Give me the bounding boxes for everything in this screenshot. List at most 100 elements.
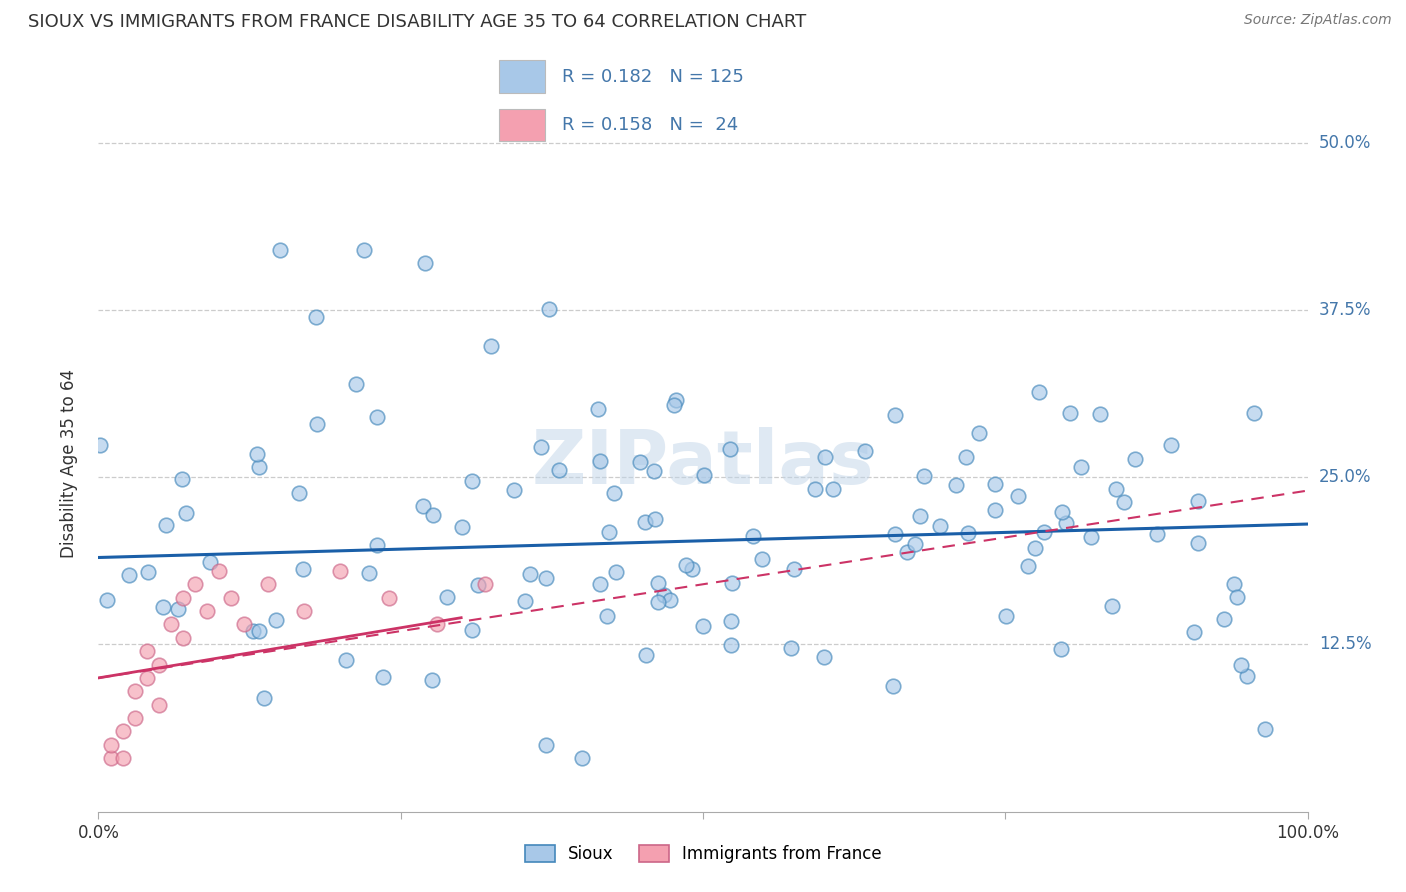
Point [855,444,877,458]
Point [329,564,352,578]
Text: R = 0.182   N = 125: R = 0.182 N = 125 [562,68,744,86]
Point [96,593,118,607]
Point [172,591,194,605]
Point [242,624,264,639]
Point [172,631,194,645]
Point [100,751,122,765]
Point [436,590,458,604]
Point [479,338,502,352]
Point [1114,495,1136,509]
Point [461,623,484,637]
Point [1187,494,1209,508]
Point [420,673,443,687]
Point [198,556,221,570]
Point [1024,541,1046,555]
Point [287,486,309,500]
Point [152,599,174,614]
Point [1050,505,1073,519]
Point [148,657,170,672]
Point [718,442,741,456]
Point [1123,452,1146,467]
Point [111,724,134,739]
Point [571,751,593,765]
Point [519,566,541,581]
Point [586,402,609,417]
Point [530,440,553,454]
Point [515,593,537,607]
Point [346,377,368,392]
Point [253,690,276,705]
Text: R = 0.158   N =  24: R = 0.158 N = 24 [562,116,738,134]
Point [548,462,571,476]
Point [1243,406,1265,420]
Point [945,478,967,492]
Point [136,565,159,579]
Point [643,464,665,478]
Point [647,575,669,590]
Point [1105,482,1128,496]
Point [1028,384,1050,399]
Point [929,518,952,533]
Point [135,671,157,685]
Point [882,679,904,693]
Y-axis label: Disability Age 35 to 64: Disability Age 35 to 64 [59,369,77,558]
Text: 37.5%: 37.5% [1319,301,1371,319]
Point [782,562,804,576]
Point [249,459,271,474]
Point [1007,489,1029,503]
Text: 12.5%: 12.5% [1319,635,1371,654]
Point [172,472,194,486]
Point [912,469,935,483]
Point [1033,525,1056,540]
Point [353,243,375,257]
Point [647,595,669,609]
FancyBboxPatch shape [499,61,544,93]
Point [1059,406,1081,420]
Point [100,738,122,752]
Point [1101,599,1123,613]
Point [658,592,681,607]
Point [984,503,1007,517]
Point [450,520,472,534]
Point [536,571,558,585]
Point [662,398,685,412]
Point [422,508,444,522]
Point [335,653,357,667]
Point [305,310,328,324]
Point [124,684,146,698]
Point [461,474,484,488]
Point [692,619,714,633]
Point [884,526,907,541]
Point [174,506,197,520]
Point [957,526,980,541]
Point [804,483,827,497]
Point [721,575,744,590]
Point [256,577,278,591]
Point [693,467,716,482]
Point [675,558,697,573]
Point [266,613,288,627]
Point [967,425,990,440]
Point [742,529,765,543]
Point [1236,669,1258,683]
Point [1160,438,1182,452]
Point [246,447,269,461]
Point [148,698,170,712]
Point [994,608,1017,623]
Point [366,538,388,552]
Point [167,601,190,615]
Point [292,562,315,576]
Point [1054,516,1077,531]
Point [903,537,925,551]
Point [1213,612,1236,626]
Point [605,565,627,579]
Point [652,588,675,602]
Text: SIOUX VS IMMIGRANTS FROM FRANCE DISABILITY AGE 35 TO 64 CORRELATION CHART: SIOUX VS IMMIGRANTS FROM FRANCE DISABILI… [28,13,807,31]
Point [589,577,612,591]
Point [502,483,524,498]
Point [366,409,388,424]
Point [184,577,207,591]
Point [720,638,742,652]
Point [474,577,496,591]
Point [426,617,449,632]
